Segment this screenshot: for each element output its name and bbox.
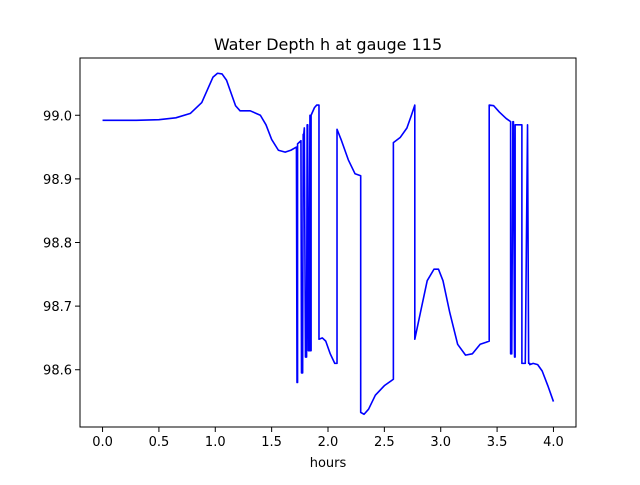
y-tick-label: 99.0 <box>43 109 72 124</box>
y-tick-label: 98.7 <box>43 300 72 315</box>
x-tick-label: 0.0 <box>92 435 113 450</box>
y-tick-label: 98.6 <box>43 364 72 379</box>
y-tick-label: 98.9 <box>43 173 72 188</box>
x-tick-label: 3.5 <box>487 435 508 450</box>
series-layer <box>102 72 555 416</box>
x-tick-label: 3.0 <box>430 435 451 450</box>
x-tick-label: 2.0 <box>318 435 339 450</box>
y-axis: 98.6 98.7 98.8 98.9 99.0 <box>43 109 80 379</box>
x-axis-label: hours <box>310 456 347 471</box>
x-tick-label: 4.0 <box>543 435 564 450</box>
x-tick-label: 2.5 <box>374 435 395 450</box>
x-tick-label: 0.5 <box>149 435 170 450</box>
y-tick-label: 98.8 <box>43 237 72 252</box>
series-line <box>102 72 555 416</box>
x-tick-label: 1.5 <box>261 435 282 450</box>
x-tick-label: 1.0 <box>205 435 226 450</box>
x-axis: 0.0 0.5 1.0 1.5 2.0 2.5 3.0 3.5 4.0 <box>92 427 564 450</box>
chart-title: Water Depth h at gauge 115 <box>214 35 442 54</box>
